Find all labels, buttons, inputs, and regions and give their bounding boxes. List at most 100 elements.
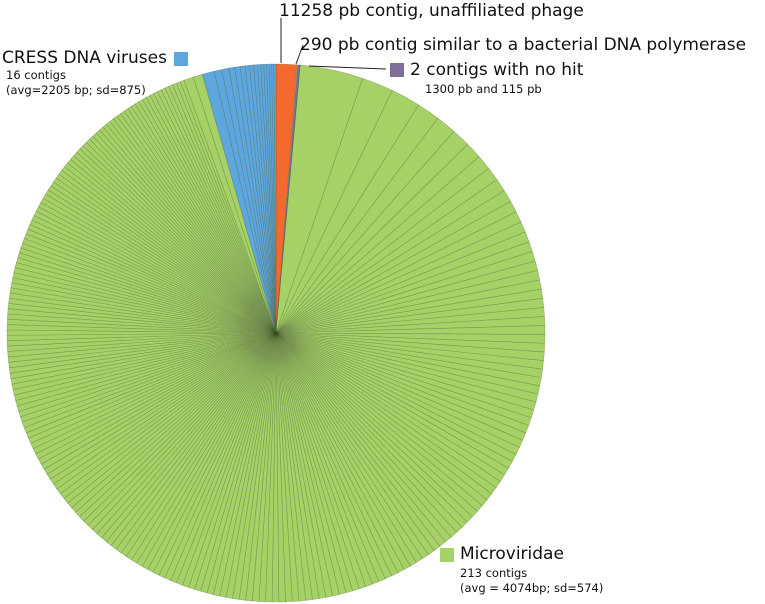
pie-slice-microviridae-218 bbox=[168, 84, 277, 334]
pie-slice-microviridae-19 bbox=[275, 270, 541, 334]
pie-slice-microviridae-10 bbox=[275, 179, 505, 334]
pie-slice-microviridae-209 bbox=[134, 101, 277, 334]
pie-slice-microviridae-36 bbox=[275, 332, 532, 426]
pie-slice-microviridae-117 bbox=[75, 332, 277, 518]
pie-slice-microviridae-194 bbox=[82, 141, 277, 334]
pie-slice-microviridae-119 bbox=[67, 332, 277, 509]
pie-slice-microviridae-179 bbox=[40, 197, 277, 334]
pie-slice-microviridae-156 bbox=[7, 308, 277, 334]
pie-slice-microviridae-84 bbox=[258, 332, 277, 603]
pie-slice-microviridae-158 bbox=[8, 297, 277, 334]
pie-slice-microviridae-192 bbox=[76, 148, 277, 334]
pie-slice-microviridae-205 bbox=[120, 110, 277, 334]
pie-slice-microviridae-37 bbox=[275, 332, 530, 434]
pie-slice-microviridae-59 bbox=[275, 332, 429, 560]
pie-slice-microviridae-56 bbox=[275, 332, 447, 547]
pie-slice-microviridae-25 bbox=[275, 325, 546, 335]
pie-slice-microviridae-61 bbox=[275, 332, 417, 567]
pie-slice-microviridae-74 bbox=[275, 332, 333, 598]
pie-slice-microviridae-216 bbox=[160, 87, 277, 334]
pie-slice-microviridae-79 bbox=[275, 332, 300, 602]
pie-slice-microviridae-120 bbox=[63, 332, 277, 504]
pie-slice-cress-dna-viruses-6 bbox=[239, 65, 277, 334]
microviridae-legend-swatch bbox=[440, 548, 454, 562]
pie-slice-microviridae-195 bbox=[85, 138, 277, 334]
pie-slice-290-pb-contig-1 bbox=[275, 64, 299, 334]
pie-slice-microviridae-5 bbox=[275, 117, 455, 334]
pie-slice-microviridae-155 bbox=[7, 313, 277, 334]
pie-slice-microviridae-20 bbox=[275, 279, 542, 334]
pie-slice-microviridae-161 bbox=[10, 282, 277, 334]
pie-slice-microviridae-208 bbox=[131, 103, 277, 334]
pie-slice-microviridae-144 bbox=[9, 332, 277, 380]
pie-slice-microviridae-81 bbox=[275, 332, 286, 603]
pie-slice-microviridae-53 bbox=[275, 332, 463, 533]
pie-slice-microviridae-132 bbox=[27, 332, 277, 444]
pie-slice-microviridae-6 bbox=[275, 130, 469, 334]
pie-slice-microviridae-63 bbox=[275, 332, 405, 574]
pie-slice-microviridae-151 bbox=[6, 332, 277, 341]
pie-slice-microviridae-110 bbox=[105, 332, 277, 546]
pie-slice-microviridae-177 bbox=[35, 206, 277, 334]
pie-slice-microviridae-4 bbox=[275, 104, 439, 334]
pie-slice-microviridae-44 bbox=[275, 332, 505, 482]
pie-slice-microviridae-62 bbox=[275, 332, 411, 570]
pie-slice-microviridae-40 bbox=[275, 332, 520, 456]
pie-slice-microviridae-172 bbox=[25, 228, 277, 334]
pie-slice-microviridae-73 bbox=[275, 332, 340, 597]
pie-slice-microviridae-80 bbox=[275, 332, 293, 603]
pie-slice-microviridae-52 bbox=[275, 332, 468, 528]
pie-slice-microviridae-188 bbox=[64, 162, 277, 334]
pie-slice-microviridae-184 bbox=[53, 177, 277, 334]
pie-slice-microviridae-109 bbox=[110, 332, 277, 550]
pie-slice-microviridae-164 bbox=[13, 267, 277, 334]
pie-slice-microviridae-93 bbox=[200, 332, 277, 594]
pie-slice-microviridae-31 bbox=[275, 332, 542, 387]
pie-slice-microviridae-181 bbox=[45, 189, 277, 334]
pie-slice-microviridae-135 bbox=[21, 332, 277, 428]
pie-slice-microviridae-113 bbox=[92, 332, 277, 535]
pie-slice-microviridae-167 bbox=[17, 252, 277, 334]
pie-slice-microviridae-121 bbox=[59, 332, 277, 499]
pie-slice-microviridae-221 bbox=[179, 79, 277, 334]
pie-slice-microviridae-64 bbox=[275, 332, 399, 577]
pie-slice-microviridae-85 bbox=[251, 332, 277, 602]
pie-slice-microviridae-162 bbox=[11, 277, 277, 334]
pie-slice-microviridae-106 bbox=[125, 332, 277, 561]
pie-slice-microviridae-111 bbox=[101, 332, 277, 543]
pie-slice-microviridae-217 bbox=[164, 85, 277, 334]
pie-slice-2-contigs-with-2 bbox=[275, 64, 301, 334]
pie-slice-microviridae-125 bbox=[46, 332, 277, 480]
pie-slice-microviridae-21 bbox=[275, 288, 544, 334]
pie-slice-microviridae-215 bbox=[157, 89, 277, 334]
pie-slice-microviridae-108 bbox=[115, 332, 277, 554]
pie-slice-microviridae-55 bbox=[275, 332, 452, 543]
pie-slice-microviridae-143 bbox=[10, 332, 277, 385]
pie-slice-microviridae-68 bbox=[275, 332, 373, 587]
pie-slice-microviridae-187 bbox=[61, 166, 277, 334]
pie-slice-microviridae-168 bbox=[18, 247, 277, 334]
pie-slice-cress-dna-viruses-14 bbox=[268, 63, 277, 334]
pie-slice-microviridae-7 bbox=[275, 143, 480, 334]
pie-slice-microviridae-204 bbox=[116, 113, 277, 334]
pie-slice-microviridae-112 bbox=[96, 332, 277, 539]
pie-slice-microviridae-66 bbox=[275, 332, 386, 582]
pie-slice-microviridae-199 bbox=[99, 126, 277, 334]
pie-slice-microviridae-124 bbox=[49, 332, 277, 485]
pie-slice-microviridae-211 bbox=[142, 96, 277, 334]
pie-slice-microviridae-98 bbox=[170, 332, 277, 584]
pie-slice-microviridae-140 bbox=[13, 332, 277, 401]
leader-line-nohit bbox=[308, 65, 387, 70]
nohit-label: 2 contigs with no hit bbox=[410, 60, 584, 80]
pie-slice-microviridae-75 bbox=[275, 332, 327, 599]
pie-slice-microviridae-193 bbox=[79, 145, 277, 334]
pie-slice-microviridae-146 bbox=[8, 332, 277, 369]
pie-slice-microviridae-97 bbox=[176, 332, 277, 586]
pie-slice-microviridae-157 bbox=[7, 303, 277, 334]
pie-slice-microviridae-133 bbox=[25, 332, 277, 439]
pie-slice-cress-dna-viruses-5 bbox=[234, 66, 277, 334]
pie-slice-microviridae-154 bbox=[6, 318, 277, 334]
pie-slice-microviridae-220 bbox=[176, 81, 277, 334]
pie-slice-microviridae-202 bbox=[109, 118, 277, 334]
cress-count-label: 16 contigs bbox=[6, 68, 66, 82]
